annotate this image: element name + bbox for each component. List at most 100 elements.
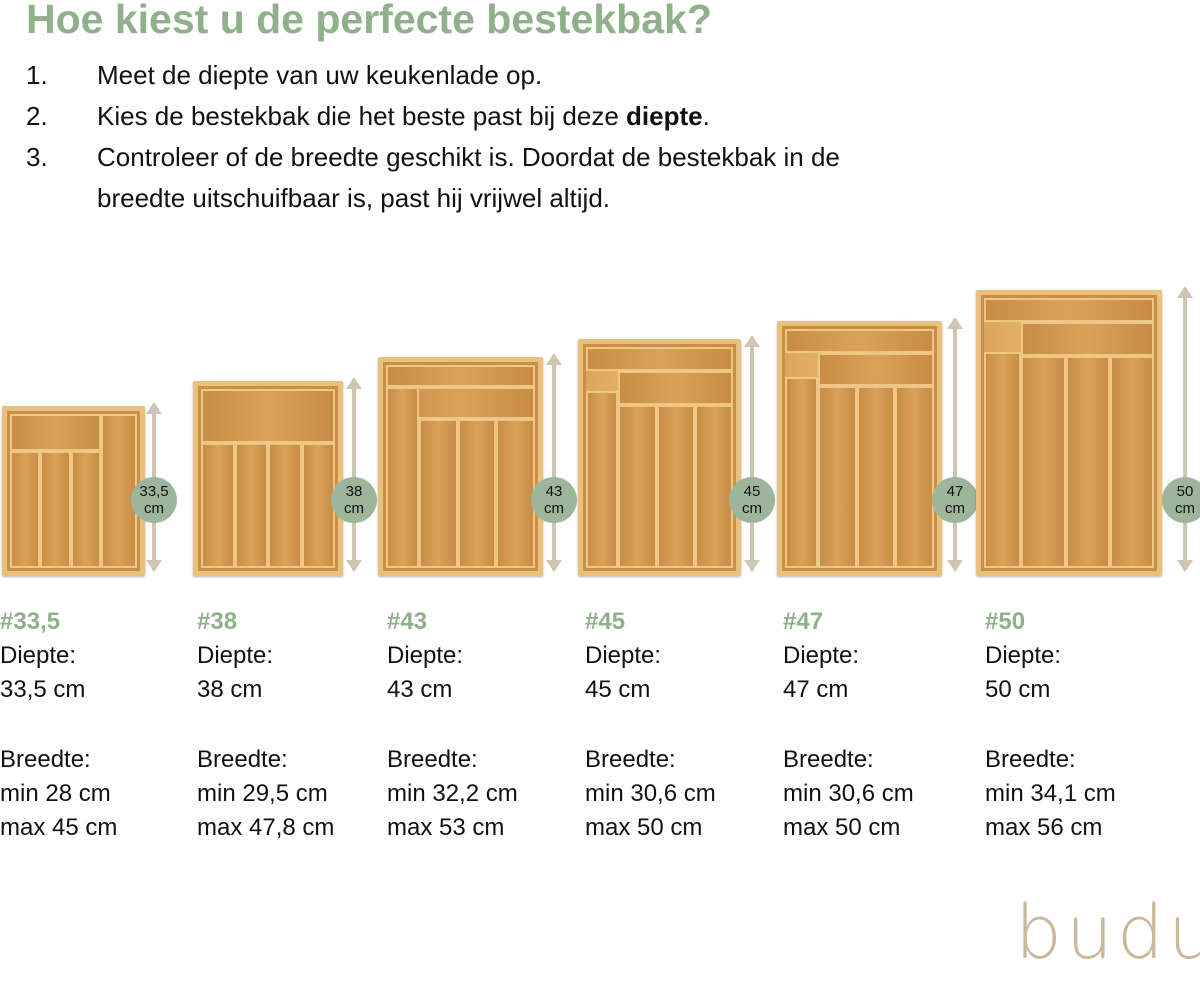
budu-logo: budu [1015,890,1200,976]
product-depth: 50 cm [985,676,1051,703]
tray-compartment [386,387,419,568]
badge-value: 33,5 [139,483,169,500]
depth-badge: 38 cm [331,477,377,523]
tray-compartment [694,405,733,568]
product-max: max 50 cm [585,814,703,841]
product-info: #50 Diepte: 50 cm Breedte: min 34,1 cm max 56… [985,605,1116,845]
product-width-label: Breedte: [985,746,1076,773]
tray-compartment [40,450,71,568]
product-depth-label: Diepte: [585,642,662,669]
tray-compartment [656,405,695,568]
product-info: #33,5 Diepte: 33,5 cm Breedte: min 28 cm max … [0,605,117,845]
product-max: max 47,8 cm [197,814,335,841]
product-info: #47 Diepte: 47 cm Breedte: min 30,6 cm max 50… [783,605,914,845]
tray-compartment [201,442,235,568]
product-info: #43 Diepte: 43 cm Breedte: min 32,2 cm max 53… [387,605,518,845]
tray-compartment [785,329,934,353]
badge-value: 47 [946,483,964,500]
badge-unit: cm [144,500,164,517]
page-title: Hoe kiest u de perfecte bestekbak? [26,0,712,42]
product-code: #38 [197,608,238,635]
tray-compartment [234,442,268,568]
product-min: min 32,2 cm [387,780,518,807]
product-depth: 38 cm [197,676,263,703]
step-text-part: . [702,101,710,131]
step-text-part: Kies de bestekbak die het beste past bij… [97,101,627,131]
product-width-label: Breedte: [0,746,91,773]
tray-compartment [895,386,934,568]
product-max: max 53 cm [387,814,505,841]
cutlery-tray-image [193,381,343,576]
tray-compartment [268,442,302,568]
badge-value: 43 [545,483,563,500]
tray-compartment [1021,356,1066,568]
badge-unit: cm [1175,500,1195,517]
cutlery-tray-image [2,406,145,576]
tray-compartment [817,386,857,568]
depth-badge: 47 cm [932,477,978,523]
tray-compartment [386,365,535,388]
cutlery-tray-image [378,357,543,576]
badge-value: 50 [1176,483,1194,500]
product-depth-label: Diepte: [0,642,77,669]
product-depth: 33,5 cm [0,676,86,703]
product-width-label: Breedte: [387,746,478,773]
product-info: #38 Diepte: 38 cm Breedte: min 29,5 cm max 47… [197,605,334,845]
cutlery-tray-image [976,290,1162,576]
depth-arrow-icon [947,317,963,572]
badge-unit: cm [945,500,965,517]
tray-compartment [618,405,657,568]
product-code: #50 [985,608,1026,635]
product-depth-label: Diepte: [985,642,1062,669]
step-text-bold: diepte [626,101,703,131]
product-depth: 47 cm [783,676,849,703]
product-depth-label: Diepte: [783,642,860,669]
product-min: min 29,5 cm [197,780,328,807]
tray-compartment [10,414,102,451]
step-number: 3. [26,142,48,172]
product-max: max 56 cm [985,814,1103,841]
step-number: 2. [26,101,48,131]
badge-unit: cm [742,500,762,517]
depth-arrow-icon [744,335,760,572]
product-width-label: Breedte: [197,746,288,773]
product-depth: 45 cm [585,676,651,703]
depth-arrow-icon [1177,286,1193,572]
depth-badge: 50 cm [1162,477,1200,523]
product-min: min 30,6 cm [585,780,716,807]
product-info: #45 Diepte: 45 cm Breedte: min 30,6 cm max 50… [585,605,716,845]
product-min: min 34,1 cm [985,780,1116,807]
badge-unit: cm [344,500,364,517]
product-width-label: Breedte: [585,746,676,773]
product-code: #47 [783,608,824,635]
tray-compartment [1109,356,1154,568]
tray-compartment [1021,322,1154,357]
tray-compartment [984,352,1022,568]
tray-compartment [586,391,619,568]
tray-compartment [1065,356,1110,568]
depth-badge: 45 cm [729,477,775,523]
tray-compartment [101,414,137,568]
tray-compartment [984,298,1154,323]
badge-unit: cm [544,500,564,517]
tray-compartment [618,371,733,406]
product-code: #33,5 [0,608,61,635]
product-depth-label: Diepte: [197,642,274,669]
cutlery-tray-image [777,321,942,576]
tray-compartment [418,418,458,568]
tray-compartment [496,418,535,568]
tray-compartment [10,450,41,568]
product-code: #45 [585,608,626,635]
step-text: Meet de diepte van uw keukenlade op. [97,60,543,90]
step-text: Kies de bestekbak die het beste past bij… [97,96,710,137]
tray-compartment [457,418,497,568]
depth-badge: 33,5 cm [131,477,177,523]
tray-compartment [856,386,896,568]
depth-arrow-icon [546,353,562,572]
cutlery-tray-image [578,339,741,576]
tray-compartment [586,347,733,372]
tray-compartment [301,442,335,568]
badge-value: 38 [345,483,363,500]
tray-compartment [785,376,818,568]
